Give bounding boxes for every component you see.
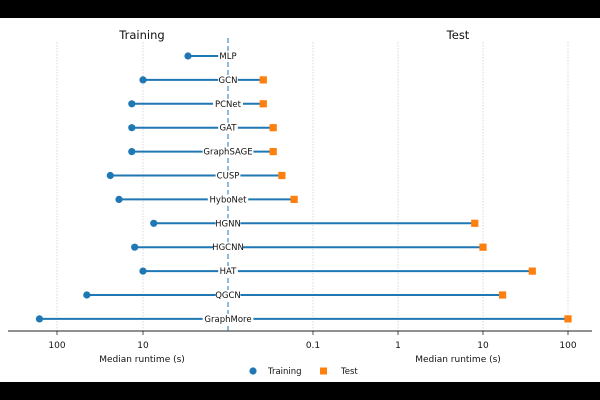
chart-area: 100 10 0.1 1 10 100 MLP GCN PCNet GAT GraphSAGE CUS… <box>0 18 600 382</box>
model-label-bg <box>218 51 238 61</box>
model-label-hgcnn: HGCNN <box>212 243 244 253</box>
legend-label-test: Test <box>340 367 358 377</box>
model-label-bg <box>202 146 254 157</box>
model-label-bg <box>215 218 241 229</box>
plot-layer: 100 10 0.1 1 10 100 MLP GCN PCNet GAT GraphSAGE CUS… <box>8 38 592 351</box>
legend-label-training: Training <box>267 367 302 377</box>
training-point-hgnn <box>150 219 158 227</box>
test-point-hgnn <box>471 219 479 227</box>
x-tick-label-training: 100 <box>48 341 65 351</box>
training-point-hybonet <box>115 195 123 203</box>
test-point-pcnet <box>259 100 267 108</box>
model-label-hgnn: HGNN <box>215 219 241 229</box>
x-tick-label-training: 10 <box>137 341 149 351</box>
model-label-bg <box>218 74 238 85</box>
x-tick-label-test: 10 <box>477 341 489 351</box>
model-label-bg <box>207 194 249 205</box>
test-point-hat <box>528 267 536 275</box>
model-label-bg <box>218 266 238 277</box>
test-point-hybonet <box>290 195 298 203</box>
model-label-bg <box>215 170 241 181</box>
model-label-gcn: GCN <box>219 76 238 86</box>
panel-title-training: Training <box>118 28 164 42</box>
training-point-gat <box>128 124 136 132</box>
training-point-graphmore <box>35 315 44 323</box>
model-label-hybonet: HyboNet <box>210 195 248 205</box>
test-point-gat <box>269 124 277 132</box>
test-point-cusp <box>278 171 286 180</box>
model-label-bg <box>213 98 243 109</box>
test-point-graphsage <box>269 148 277 156</box>
training-point-graphsage <box>128 148 136 156</box>
training-point-hgcnn <box>131 243 139 251</box>
x-tick-label-test: 1 <box>395 341 401 351</box>
legend-marker-training <box>249 367 257 375</box>
model-label-bg <box>215 290 241 300</box>
model-label-qgcn: QGCN <box>215 291 241 301</box>
training-point-pcnet <box>128 100 136 108</box>
model-label-graphsage: GraphSAGE <box>203 148 252 158</box>
model-label-hat: HAT <box>220 267 238 277</box>
model-label-pcnet: PCNet <box>215 100 242 110</box>
x-axis-label-training: Median runtime (s) <box>99 355 185 365</box>
model-label-cusp: CUSP <box>217 172 240 182</box>
training-point-hat <box>139 267 147 275</box>
model-label-graphmore: GraphMore <box>204 315 251 325</box>
model-label-gat: GAT <box>220 124 238 134</box>
x-axis-label-test: Median runtime (s) <box>415 355 501 365</box>
test-point-gcn <box>259 76 267 84</box>
training-point-qgcn <box>83 291 91 299</box>
training-point-cusp <box>106 171 114 180</box>
x-tick-label-test: 100 <box>559 341 576 351</box>
panel-title-test: Test <box>446 28 470 42</box>
runtime-dumbbell-chart: 100 10 0.1 1 10 100 MLP GCN PCNet GAT GraphSAGE CUS… <box>8 28 592 377</box>
training-point-gcn <box>139 76 147 84</box>
test-point-graphmore <box>564 315 572 323</box>
x-tick-label-test: 0.1 <box>306 341 320 351</box>
test-point-hgcnn <box>479 243 487 251</box>
legend-marker-test <box>320 367 327 375</box>
model-label-mlp: MLP <box>219 52 236 62</box>
model-label-bg <box>218 122 238 133</box>
model-label-bg <box>202 313 254 324</box>
test-point-qgcn <box>498 291 507 299</box>
legend: Training Test <box>249 367 358 377</box>
training-point-mlp <box>184 52 192 60</box>
model-label-bg <box>213 242 243 253</box>
